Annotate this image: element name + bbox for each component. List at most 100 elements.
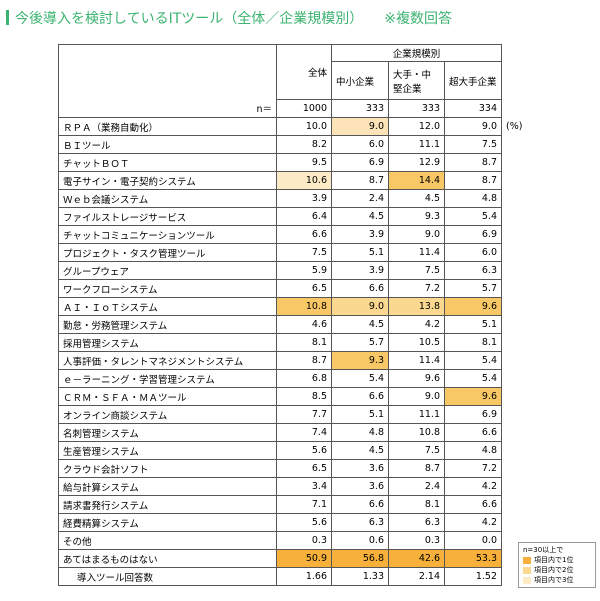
row: チャットＢＯＴ 9.5 6.9 12.9 8.7	[58, 153, 502, 172]
row-label: その他	[58, 531, 277, 550]
cell: 7.2	[444, 459, 502, 478]
row-label: 人事評価・タレントマネジメントシステム	[58, 351, 277, 370]
cell: 9.6	[388, 369, 445, 388]
row: ファイルストレージサービス 6.4 4.5 9.3 5.4	[58, 207, 502, 226]
cell: 50.9	[276, 549, 332, 568]
cell: 6.6	[331, 387, 389, 406]
cell: 6.5	[276, 279, 332, 298]
cell: 4.5	[331, 315, 389, 334]
row: クラウド会計ソフト 6.5 3.6 8.7 7.2	[58, 459, 502, 478]
cell: 3.9	[331, 225, 389, 244]
col-header: 全体	[276, 44, 332, 100]
unit: (%)	[506, 121, 523, 132]
cell: 8.2	[276, 135, 332, 154]
cell: 5.1	[444, 315, 502, 334]
cell: 8.7	[331, 171, 389, 190]
row: ＡＩ・ＩｏＴシステム 10.8 9.0 13.8 9.6	[58, 297, 502, 316]
cell: 8.7	[276, 351, 332, 370]
legend-swatch	[523, 566, 531, 574]
cell: 6.5	[276, 459, 332, 478]
row-label: グループウェア	[58, 261, 277, 280]
cell: 10.5	[388, 333, 445, 352]
n-value: 1000	[276, 99, 332, 118]
cell: 3.9	[331, 261, 389, 280]
cell: 4.5	[331, 207, 389, 226]
cell: 9.3	[331, 351, 389, 370]
cell: 8.1	[388, 495, 445, 514]
row-label: 導入ツール回答数	[58, 567, 277, 586]
cell: 14.4	[388, 171, 445, 190]
sub-header: 中小企業	[331, 61, 389, 100]
row-label: ＲＰＡ（業務自動化）	[58, 117, 277, 136]
row-label: ＣＲＭ・ＳＦＡ・ＭＡツール	[58, 387, 277, 406]
row-label: 採用管理システム	[58, 333, 277, 352]
cell: 6.6	[331, 279, 389, 298]
row-label: クラウド会計ソフト	[58, 459, 277, 478]
row-label: 経費精算システム	[58, 513, 277, 532]
cell: 4.2	[444, 477, 502, 496]
row-label: チャットコミュニケーションツール	[58, 225, 277, 244]
cell: 6.3	[388, 513, 445, 532]
cell: 8.7	[444, 171, 502, 190]
cell: 5.9	[276, 261, 332, 280]
cell: 5.4	[444, 207, 502, 226]
row-label: Ｗｅｂ会議システム	[58, 189, 277, 208]
row-label: プロジェクト・タスク管理ツール	[58, 243, 277, 262]
row: その他 0.3 0.6 0.3 0.0	[58, 531, 502, 550]
cell: 10.6	[276, 171, 332, 190]
cell: 7.2	[388, 279, 445, 298]
title-text: 今後導入を検討しているITツール（全体／企業規模別）	[15, 11, 357, 27]
cell: 2.4	[331, 189, 389, 208]
n-value: 333	[388, 99, 445, 118]
row: チャットコミュニケーションツール 6.6 3.9 9.0 6.9	[58, 225, 502, 244]
row: ＲＰＡ（業務自動化） 10.0 9.0 12.0 9.0	[58, 117, 502, 136]
row-label: ファイルストレージサービス	[58, 207, 277, 226]
legend-swatch	[523, 576, 531, 584]
cell: 6.4	[276, 207, 332, 226]
cell: 10.8	[276, 297, 332, 316]
legend: n=30以上で 項目内で1位 項目内で2位 項目内で3位	[518, 542, 596, 588]
row-label: 名刺管理システム	[58, 423, 277, 442]
cell: 6.6	[276, 225, 332, 244]
row: グループウェア 5.9 3.9 7.5 6.3	[58, 261, 502, 280]
cell: 9.6	[444, 297, 502, 316]
cell: 6.6	[444, 423, 502, 442]
cell: 6.0	[444, 243, 502, 262]
cell: 5.7	[331, 333, 389, 352]
n-value: 334	[444, 99, 502, 118]
cell: 7.1	[276, 495, 332, 514]
cell: 11.1	[388, 135, 445, 154]
cell: 7.5	[388, 441, 445, 460]
cell: 1.52	[444, 567, 502, 586]
cell: 6.9	[331, 153, 389, 172]
row: Ｗｅｂ会議システム 3.9 2.4 4.5 4.8	[58, 189, 502, 208]
row: あてはまるものはない 50.9 56.8 42.6 53.3	[58, 549, 502, 568]
cell: 8.7	[444, 153, 502, 172]
row: 導入ツール回答数 1.66 1.33 2.14 1.52	[58, 567, 502, 586]
legend-label: 項目内で3位	[534, 576, 574, 584]
cell: 6.9	[444, 405, 502, 424]
legend-item: 項目内で1位	[523, 555, 591, 565]
row: 人事評価・タレントマネジメントシステム 8.7 9.3 11.4 5.4	[58, 351, 502, 370]
cell: 0.3	[276, 531, 332, 550]
note: ※複数回答	[384, 11, 452, 27]
cell: 0.3	[388, 531, 445, 550]
cell: 2.4	[388, 477, 445, 496]
legend-item: 項目内で3位	[523, 575, 591, 585]
cell: 4.2	[444, 513, 502, 532]
cell: 6.3	[331, 513, 389, 532]
row-label: 給与計算システム	[58, 477, 277, 496]
row: 請求書発行システム 7.1 6.6 8.1 6.6	[58, 495, 502, 514]
cell: 8.1	[276, 333, 332, 352]
row-label: 電子サイン・電子契約システム	[58, 171, 277, 190]
cell: 7.5	[444, 135, 502, 154]
row-label: ＡＩ・ＩｏＴシステム	[58, 297, 277, 316]
cell: 4.2	[388, 315, 445, 334]
cell: 10.8	[388, 423, 445, 442]
cell: 8.5	[276, 387, 332, 406]
cell: 6.3	[444, 261, 502, 280]
row-label: あてはまるものはない	[58, 549, 277, 568]
table: 全体 企業規模別 中小企業 大手・中堅企業 超大手企業 n＝ 1000 333 333 334…	[58, 44, 502, 586]
legend-label: 項目内で1位	[534, 556, 574, 564]
